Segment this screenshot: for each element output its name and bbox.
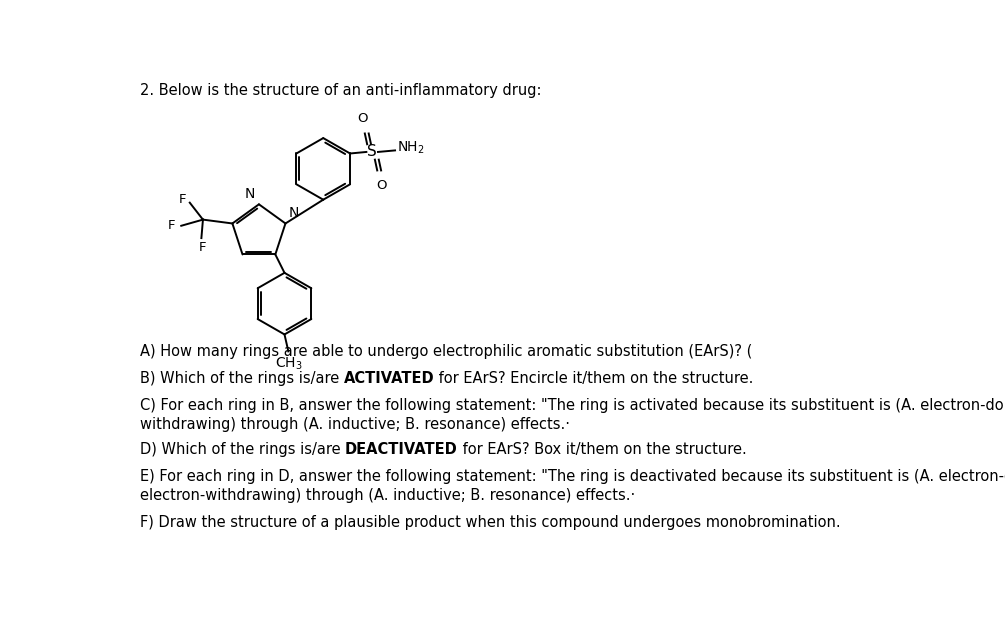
Text: F: F	[168, 220, 176, 232]
Text: 2. Below is the structure of an anti-inflammatory drug:: 2. Below is the structure of an anti-inf…	[140, 83, 541, 98]
Text: O: O	[376, 179, 386, 192]
Text: S: S	[367, 144, 377, 160]
Text: N: N	[244, 187, 255, 201]
Text: F: F	[179, 193, 187, 206]
Text: electron-withdrawing) through (A. inductive; B. resonance) effects.·: electron-withdrawing) through (A. induct…	[140, 488, 635, 503]
Text: F: F	[199, 241, 207, 254]
Text: NH$_2$: NH$_2$	[397, 139, 424, 155]
Text: A) How many rings are able to undergo electrophilic aromatic substitution (EArS): A) How many rings are able to undergo el…	[140, 345, 752, 360]
Text: O: O	[357, 112, 368, 125]
Text: CH$_3$: CH$_3$	[275, 355, 303, 372]
Text: ACTIVATED: ACTIVATED	[344, 372, 434, 386]
Text: withdrawing) through (A. inductive; B. resonance) effects.·: withdrawing) through (A. inductive; B. r…	[140, 417, 570, 432]
Text: C) For each ring in B, answer the following statement: "The ring is activated be: C) For each ring in B, answer the follow…	[140, 398, 1005, 413]
Text: B) Which of the rings is/are: B) Which of the rings is/are	[140, 372, 344, 386]
Text: E) For each ring in D, answer the following statement: "The ring is deactivated : E) For each ring in D, answer the follow…	[140, 469, 1005, 484]
Text: DEACTIVATED: DEACTIVATED	[345, 442, 457, 457]
Text: D) Which of the rings is/are: D) Which of the rings is/are	[140, 442, 345, 457]
Text: N: N	[288, 206, 298, 220]
Text: for EArS? Box it/them on the structure.: for EArS? Box it/them on the structure.	[457, 442, 747, 457]
Text: for EArS? Encircle it/them on the structure.: for EArS? Encircle it/them on the struct…	[434, 372, 754, 386]
Text: F) Draw the structure of a plausible product when this compound undergoes monobr: F) Draw the structure of a plausible pro…	[140, 516, 840, 531]
